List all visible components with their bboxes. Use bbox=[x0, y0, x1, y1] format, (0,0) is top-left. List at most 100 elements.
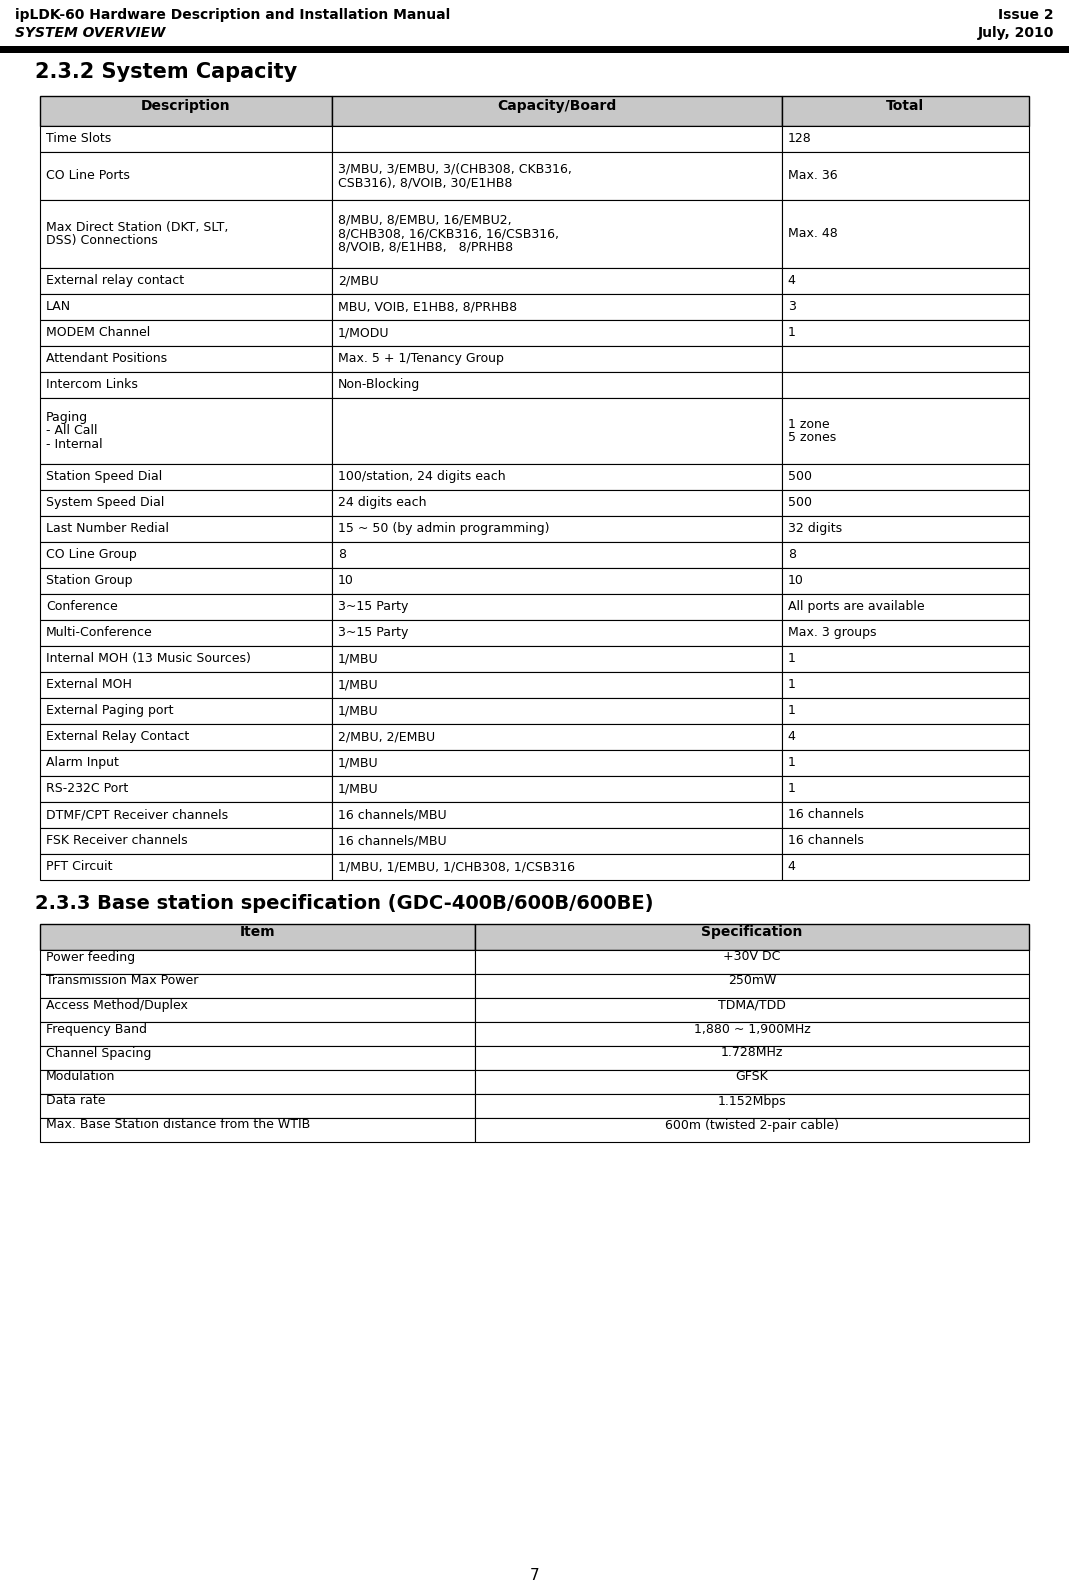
Text: Station Speed Dial: Station Speed Dial bbox=[46, 471, 162, 483]
Bar bbox=[781, 321, 1029, 346]
Text: 1/MODU: 1/MODU bbox=[338, 327, 389, 340]
Bar bbox=[40, 724, 331, 750]
Bar bbox=[781, 671, 1029, 699]
Text: 2/MBU: 2/MBU bbox=[338, 274, 378, 287]
Bar bbox=[331, 750, 781, 777]
Text: 250mW: 250mW bbox=[728, 975, 776, 987]
Text: 2.3.2 System Capacity: 2.3.2 System Capacity bbox=[35, 62, 297, 81]
Bar bbox=[331, 853, 781, 880]
Text: TDMA/TDD: TDMA/TDD bbox=[718, 998, 786, 1011]
Text: 1/MBU: 1/MBU bbox=[338, 756, 378, 769]
Bar bbox=[781, 646, 1029, 671]
Bar bbox=[40, 464, 331, 490]
Text: 1: 1 bbox=[788, 705, 795, 718]
Text: 500: 500 bbox=[788, 471, 811, 483]
Bar bbox=[331, 372, 781, 399]
Text: 3~15 Party: 3~15 Party bbox=[338, 600, 408, 612]
Bar bbox=[781, 777, 1029, 802]
Text: External MOH: External MOH bbox=[46, 678, 131, 691]
Bar bbox=[781, 268, 1029, 293]
Bar bbox=[0, 46, 1069, 53]
Text: 1.152Mbps: 1.152Mbps bbox=[717, 1094, 787, 1107]
Text: 2.3.3 Base station specification (GDC-400B/600B/600BE): 2.3.3 Base station specification (GDC-40… bbox=[35, 895, 653, 912]
Text: Issue 2: Issue 2 bbox=[998, 8, 1054, 22]
Text: Max. 36: Max. 36 bbox=[788, 169, 837, 182]
Text: 3/MBU, 3/EMBU, 3/(CHB308, CKB316,: 3/MBU, 3/EMBU, 3/(CHB308, CKB316, bbox=[338, 163, 572, 175]
Text: DTMF/CPT Receiver channels: DTMF/CPT Receiver channels bbox=[46, 809, 228, 821]
Bar bbox=[331, 464, 781, 490]
Bar bbox=[475, 1046, 1029, 1070]
Text: 3~15 Party: 3~15 Party bbox=[338, 627, 408, 640]
Bar bbox=[331, 724, 781, 750]
Text: RS-232C Port: RS-232C Port bbox=[46, 782, 128, 796]
Text: Max. Base Station distance from the WTIB: Max. Base Station distance from the WTIB bbox=[46, 1118, 310, 1131]
Bar bbox=[40, 593, 331, 620]
Bar bbox=[40, 399, 331, 464]
Bar bbox=[40, 321, 331, 346]
Text: Total: Total bbox=[886, 99, 925, 113]
Bar bbox=[331, 152, 781, 199]
Bar bbox=[40, 975, 475, 998]
Bar bbox=[781, 126, 1029, 152]
Text: PFT Circuit: PFT Circuit bbox=[46, 860, 112, 872]
Text: 5 zones: 5 zones bbox=[788, 431, 836, 443]
Text: Max. 3 groups: Max. 3 groups bbox=[788, 627, 877, 640]
Text: Modulation: Modulation bbox=[46, 1070, 115, 1083]
Text: Item: Item bbox=[239, 925, 276, 939]
Bar bbox=[40, 802, 331, 828]
Bar bbox=[781, 490, 1029, 517]
Text: 1,880 ~ 1,900MHz: 1,880 ~ 1,900MHz bbox=[694, 1022, 810, 1035]
Text: Paging: Paging bbox=[46, 412, 88, 424]
Bar bbox=[331, 321, 781, 346]
Bar bbox=[781, 828, 1029, 853]
Text: All ports are available: All ports are available bbox=[788, 600, 925, 612]
Text: 7: 7 bbox=[529, 1568, 540, 1582]
Bar bbox=[475, 924, 1029, 951]
Text: 1/MBU: 1/MBU bbox=[338, 705, 378, 718]
Text: 4: 4 bbox=[788, 731, 795, 743]
Bar bbox=[331, 199, 781, 268]
Text: 32 digits: 32 digits bbox=[788, 522, 842, 536]
Bar bbox=[40, 199, 331, 268]
Bar bbox=[40, 620, 331, 646]
Bar bbox=[40, 828, 331, 853]
Text: 3: 3 bbox=[788, 300, 795, 313]
Bar bbox=[475, 1118, 1029, 1142]
Bar bbox=[40, 924, 475, 951]
Bar bbox=[475, 1022, 1029, 1046]
Bar bbox=[331, 490, 781, 517]
Bar bbox=[40, 1094, 475, 1118]
Bar bbox=[40, 268, 331, 293]
Text: Attendant Positions: Attendant Positions bbox=[46, 352, 167, 365]
Bar bbox=[781, 346, 1029, 372]
Bar bbox=[331, 568, 781, 593]
Text: Time Slots: Time Slots bbox=[46, 132, 111, 145]
Text: External relay contact: External relay contact bbox=[46, 274, 184, 287]
Text: Power feeding: Power feeding bbox=[46, 951, 135, 963]
Bar bbox=[475, 1070, 1029, 1094]
Bar bbox=[781, 620, 1029, 646]
Text: 1: 1 bbox=[788, 652, 795, 665]
Text: External Relay Contact: External Relay Contact bbox=[46, 731, 189, 743]
Text: 10: 10 bbox=[788, 574, 804, 587]
Bar bbox=[40, 777, 331, 802]
Text: 1/MBU, 1/EMBU, 1/CHB308, 1/CSB316: 1/MBU, 1/EMBU, 1/CHB308, 1/CSB316 bbox=[338, 860, 575, 872]
Text: DSS) Connections: DSS) Connections bbox=[46, 234, 158, 247]
Bar bbox=[331, 593, 781, 620]
Text: Alarm Input: Alarm Input bbox=[46, 756, 119, 769]
Bar bbox=[40, 646, 331, 671]
Text: 24 digits each: 24 digits each bbox=[338, 496, 427, 509]
Bar bbox=[781, 802, 1029, 828]
Bar bbox=[781, 593, 1029, 620]
Bar bbox=[781, 699, 1029, 724]
Text: Last Number Redial: Last Number Redial bbox=[46, 522, 169, 536]
Text: - Internal: - Internal bbox=[46, 437, 103, 451]
Text: 600m (twisted 2-pair cable): 600m (twisted 2-pair cable) bbox=[665, 1118, 839, 1131]
Bar bbox=[475, 951, 1029, 975]
Text: Station Group: Station Group bbox=[46, 574, 133, 587]
Text: 1/MBU: 1/MBU bbox=[338, 652, 378, 665]
Text: 1/MBU: 1/MBU bbox=[338, 782, 378, 796]
Text: MODEM Channel: MODEM Channel bbox=[46, 327, 151, 340]
Text: 8/MBU, 8/EMBU, 16/EMBU2,: 8/MBU, 8/EMBU, 16/EMBU2, bbox=[338, 214, 511, 226]
Text: External Paging port: External Paging port bbox=[46, 705, 173, 718]
